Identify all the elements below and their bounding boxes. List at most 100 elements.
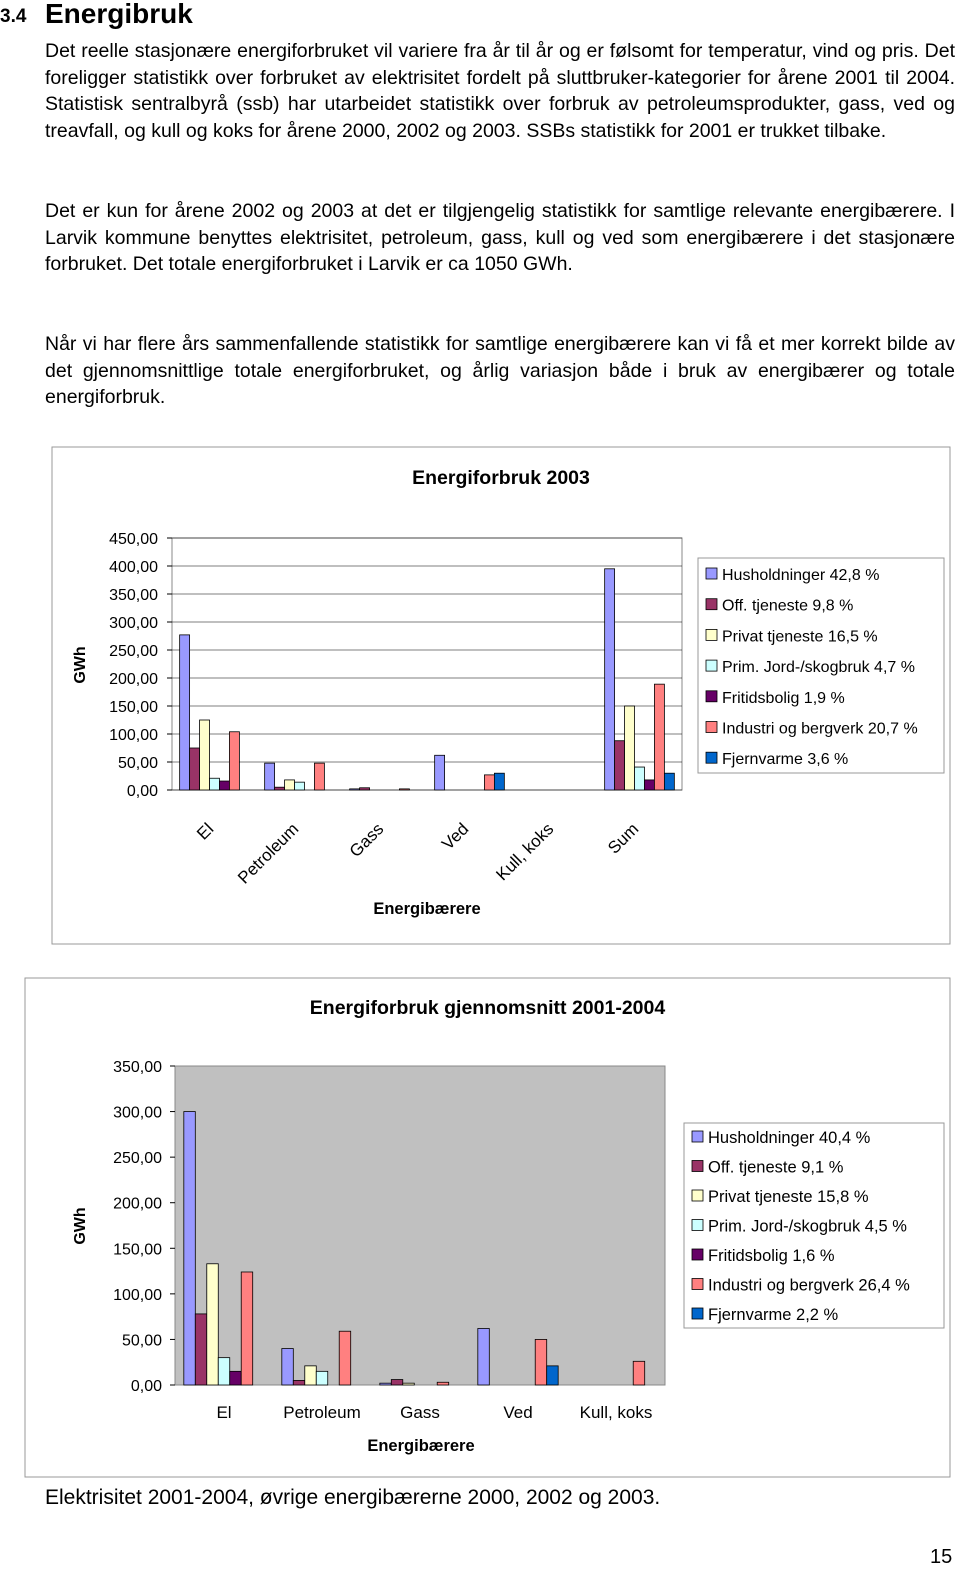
bar [663, 772, 675, 791]
y-tick-label: 400,00 [109, 559, 158, 576]
plot-area [171, 537, 683, 791]
chart: Energiforbruk gjennomsnitt 2001-2004 0,00… [24, 977, 951, 1478]
x-tick-label: Gass [400, 1403, 440, 1422]
bar [274, 786, 285, 791]
bar [604, 568, 616, 791]
bar [294, 781, 305, 791]
caption: Elektrisitet 2001-2004, øvrige energibær… [45, 1486, 661, 1509]
bar [292, 1380, 306, 1386]
x-tick-label: Kull, koks [580, 1403, 653, 1422]
legend-entry: Fjernvarme 3,6 % [722, 751, 848, 768]
y-tick-label: 0,00 [131, 1378, 162, 1395]
bar [179, 634, 191, 791]
paragraph: Det er kun for årene 2002 og 2003 at det… [45, 200, 955, 275]
legend-swatch [691, 1189, 704, 1202]
y-tick-label: 300,00 [113, 1105, 162, 1122]
page-number: 15 [930, 1546, 953, 1568]
plot-area [174, 1065, 666, 1386]
bar [632, 1360, 646, 1386]
bar [634, 766, 645, 791]
x-tick-label: Petroleum [283, 1403, 360, 1422]
bar [654, 683, 665, 791]
legend-swatch [691, 1248, 704, 1261]
bar [315, 1370, 329, 1386]
y-tick-label: 200,00 [109, 671, 158, 688]
legend-swatch [691, 1278, 704, 1290]
legend-entry: Fritidsbolig 1,9 % [722, 690, 845, 707]
legend-entry: Off. tjeneste 9,8 % [722, 598, 853, 615]
legend-entry: Husholdninger 42,8 % [722, 567, 879, 584]
legend-entry: Fritidsbolig 1,6 % [708, 1247, 835, 1265]
legend-entry: Fjernvarme 2,2 % [708, 1306, 839, 1324]
legend-swatch [691, 1160, 704, 1172]
legend-entry: Prim. Jord-/skogbruk 4,5 % [708, 1218, 907, 1236]
legend-entry: Industri og bergverk 20,7 % [722, 721, 918, 738]
bar [229, 731, 240, 791]
section-number: 3.4 [0, 6, 27, 27]
bar [189, 747, 200, 791]
legend-swatch [705, 567, 718, 580]
bar [209, 777, 220, 791]
legend-entry: Husholdninger 40,4 % [708, 1129, 871, 1147]
legend-swatch [691, 1219, 704, 1231]
bar [484, 774, 495, 791]
chart-title: Energiforbruk gjennomsnitt 2001-2004 [310, 997, 666, 1019]
y-tick-label: 150,00 [113, 1241, 162, 1258]
bar [284, 779, 295, 791]
y-tick-label: 250,00 [113, 1150, 162, 1167]
bar [349, 788, 361, 791]
y-tick-label: 50,00 [118, 755, 158, 772]
section-title: Energibruk [45, 0, 193, 29]
legend-swatch [705, 628, 718, 641]
bar [402, 1382, 415, 1386]
bar [240, 1271, 254, 1386]
legend-entry: Prim. Jord-/skogbruk 4,7 % [722, 659, 915, 676]
y-tick-label: 200,00 [113, 1196, 162, 1213]
paragraph: Når vi har flere års sammenfallende stat… [45, 333, 955, 408]
bar [314, 762, 325, 791]
legend-box [683, 1122, 945, 1329]
y-tick-label: 300,00 [109, 615, 158, 632]
x-axis-label: Energibærere [367, 1437, 474, 1455]
legend-swatch [691, 1307, 704, 1320]
bar [264, 762, 276, 791]
bar [390, 1379, 404, 1386]
y-axis-label: GWh [72, 646, 89, 683]
bar [359, 787, 370, 791]
y-tick-label: 100,00 [109, 727, 158, 744]
y-tick-label: 50,00 [122, 1332, 162, 1349]
bar [434, 754, 446, 791]
legend-entry: Off. tjeneste 9,1 % [708, 1159, 844, 1177]
y-tick-label: 350,00 [109, 587, 158, 604]
bar [399, 788, 410, 791]
legend-swatch [705, 659, 718, 672]
bar [338, 1330, 352, 1386]
chart-title: Energiforbruk 2003 [412, 467, 590, 489]
bar [199, 719, 210, 791]
legend-entry: Privat tjeneste 16,5 % [722, 628, 878, 645]
y-tick-label: 350,00 [113, 1059, 162, 1076]
y-tick-label: 100,00 [113, 1287, 162, 1304]
legend-entry: Industri og bergverk 26,4 % [708, 1277, 910, 1295]
bar [194, 1313, 208, 1386]
legend-swatch [705, 690, 718, 703]
paragraph: Det reelle stasjonære energiforbruket vi… [45, 40, 955, 142]
x-tick-label: Ved [503, 1403, 532, 1422]
x-axis-label: Energibærere [373, 900, 480, 918]
bar [219, 780, 230, 791]
bar [183, 1111, 196, 1386]
y-tick-label: 150,00 [109, 699, 158, 716]
legend-swatch [705, 751, 718, 764]
legend-swatch [691, 1130, 704, 1143]
bar [477, 1328, 490, 1386]
y-tick-label: 450,00 [109, 531, 158, 548]
y-tick-label: 0,00 [127, 783, 158, 800]
legend-swatch [705, 721, 718, 733]
bar [206, 1263, 219, 1386]
chart: Energiforbruk 2003 0,00 50,00 100,00 150,00 2… [51, 446, 951, 945]
bar [614, 740, 625, 791]
bar [436, 1381, 450, 1386]
y-axis-label: GWh [72, 1207, 89, 1244]
bar [534, 1339, 548, 1386]
bar [229, 1370, 242, 1386]
